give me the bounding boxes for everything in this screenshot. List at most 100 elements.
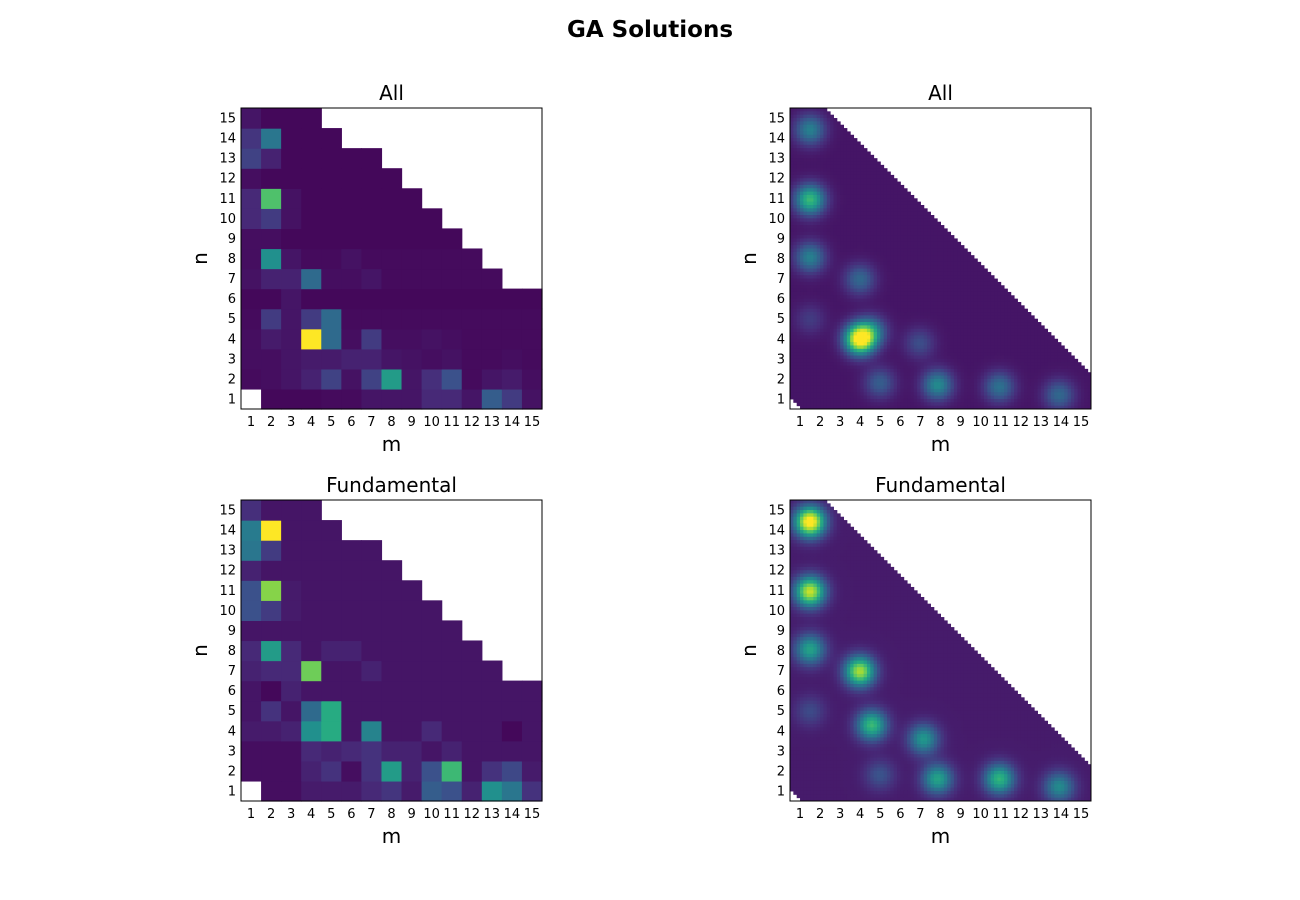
heatmap-pixel [853, 342, 858, 346]
heatmap-pixel [907, 281, 911, 286]
heatmap-pixel [940, 352, 945, 356]
heatmap-pixel [1030, 328, 1035, 333]
heatmap-pixel [930, 291, 935, 296]
heatmap-pixel [840, 338, 845, 343]
heatmap-pixel [1004, 322, 1008, 326]
heatmap-pixel [917, 211, 921, 216]
heatmap-pixel [793, 204, 798, 209]
heatmap-pixel [813, 288, 818, 293]
heatmap-pixel [977, 335, 982, 340]
heatmap-pixel [806, 388, 811, 393]
heatmap-pixel [813, 265, 818, 270]
heatmap-pixel [910, 335, 915, 340]
heatmap-pixel [893, 402, 898, 407]
heatmap-pixel [983, 385, 988, 390]
heatmap-pixel [1037, 328, 1042, 333]
heatmap-pixel [900, 325, 905, 330]
heatmap-pixel [1017, 398, 1022, 403]
heatmap-pixel [917, 365, 921, 370]
heatmap-pixel [953, 375, 958, 380]
heatmap-pixel [840, 238, 845, 243]
heatmap-pixel [1024, 342, 1028, 346]
heatmap-pixel [826, 161, 831, 166]
heatmap-pixel [876, 258, 881, 263]
heatmap-pixel [813, 128, 818, 132]
heatmap-pixel [943, 248, 948, 253]
heatmap-pixel [823, 368, 828, 373]
heatmap-pixel [886, 178, 891, 183]
heatmap-pixel [810, 188, 814, 193]
heatmap-pixel [973, 258, 978, 263]
heatmap-pixel [1067, 362, 1072, 367]
heatmap-pixel [796, 281, 801, 286]
heatmap-pixel [836, 154, 841, 159]
heatmap-pixel [890, 261, 895, 266]
heatmap-pixel [1007, 328, 1012, 333]
heatmap-pixel [953, 312, 958, 316]
heatmap-pixel [856, 215, 861, 219]
heatmap-pixel [880, 322, 885, 326]
heatmap-pixel [1037, 378, 1042, 383]
heatmap-pixel [796, 168, 801, 173]
heatmap-pixel [823, 295, 828, 300]
heatmap-pixel [903, 332, 908, 336]
heatmap-pixel [813, 352, 818, 356]
heatmap-pixel [1080, 382, 1085, 387]
heatmap-pixel [796, 265, 801, 270]
heatmap-pixel [923, 228, 928, 233]
heatmap-pixel [1037, 322, 1042, 326]
heatmap-pixel [1000, 305, 1005, 310]
heatmap-pixel [863, 312, 868, 316]
heatmap-pixel [1074, 385, 1079, 390]
heatmap-pixel [793, 368, 798, 373]
heatmap-pixel [927, 328, 931, 333]
heatmap-pixel [806, 228, 811, 233]
heatmap-pixel [1000, 395, 1005, 400]
heatmap-cell [281, 108, 302, 129]
heatmap-pixel [803, 215, 808, 219]
heatmap-pixel [813, 268, 818, 273]
heatmap-pixel [983, 378, 988, 383]
heatmap-pixel [947, 285, 952, 290]
heatmap-pixel [893, 235, 898, 239]
heatmap-pixel [953, 322, 958, 326]
heatmap-pixel [1000, 301, 1005, 306]
heatmap-pixel [1010, 382, 1015, 387]
heatmap-pixel [870, 255, 875, 259]
heatmap-pixel [967, 295, 972, 300]
heatmap-pixel [886, 348, 891, 353]
heatmap-pixel [816, 388, 821, 393]
heatmap-pixel [816, 238, 821, 243]
heatmap-pixel [823, 204, 828, 209]
heatmap-pixel [810, 255, 814, 259]
heatmap-pixel [903, 238, 908, 243]
heatmap-pixel [803, 108, 808, 112]
heatmap-pixel [850, 191, 855, 196]
heatmap-pixel [873, 174, 878, 179]
heatmap-pixel [803, 291, 808, 296]
heatmap-pixel [816, 134, 821, 139]
heatmap-pixel [983, 268, 988, 273]
heatmap-pixel [1010, 328, 1015, 333]
heatmap-pixel [920, 308, 925, 313]
heatmap-cell [281, 148, 302, 169]
heatmap-cell [521, 308, 543, 330]
heatmap-pixel [893, 218, 898, 223]
heatmap-pixel [806, 328, 811, 333]
heatmap-pixel [917, 275, 921, 280]
heatmap-pixel [816, 178, 821, 183]
heatmap-pixel [957, 258, 962, 263]
heatmap-pixel [820, 305, 824, 310]
heatmap-pixel [870, 281, 875, 286]
heatmap-pixel [907, 245, 911, 249]
heatmap-pixel [1020, 308, 1025, 313]
heatmap-pixel [833, 278, 838, 283]
heatmap-pixel [1040, 352, 1045, 356]
heatmap-pixel [1074, 372, 1079, 377]
heatmap-pixel [913, 248, 918, 253]
heatmap-pixel [913, 395, 918, 400]
heatmap-pixel [1020, 355, 1025, 360]
heatmap-pixel [910, 251, 915, 256]
heatmap-pixel [823, 211, 828, 216]
heatmap-pixel [826, 131, 831, 136]
